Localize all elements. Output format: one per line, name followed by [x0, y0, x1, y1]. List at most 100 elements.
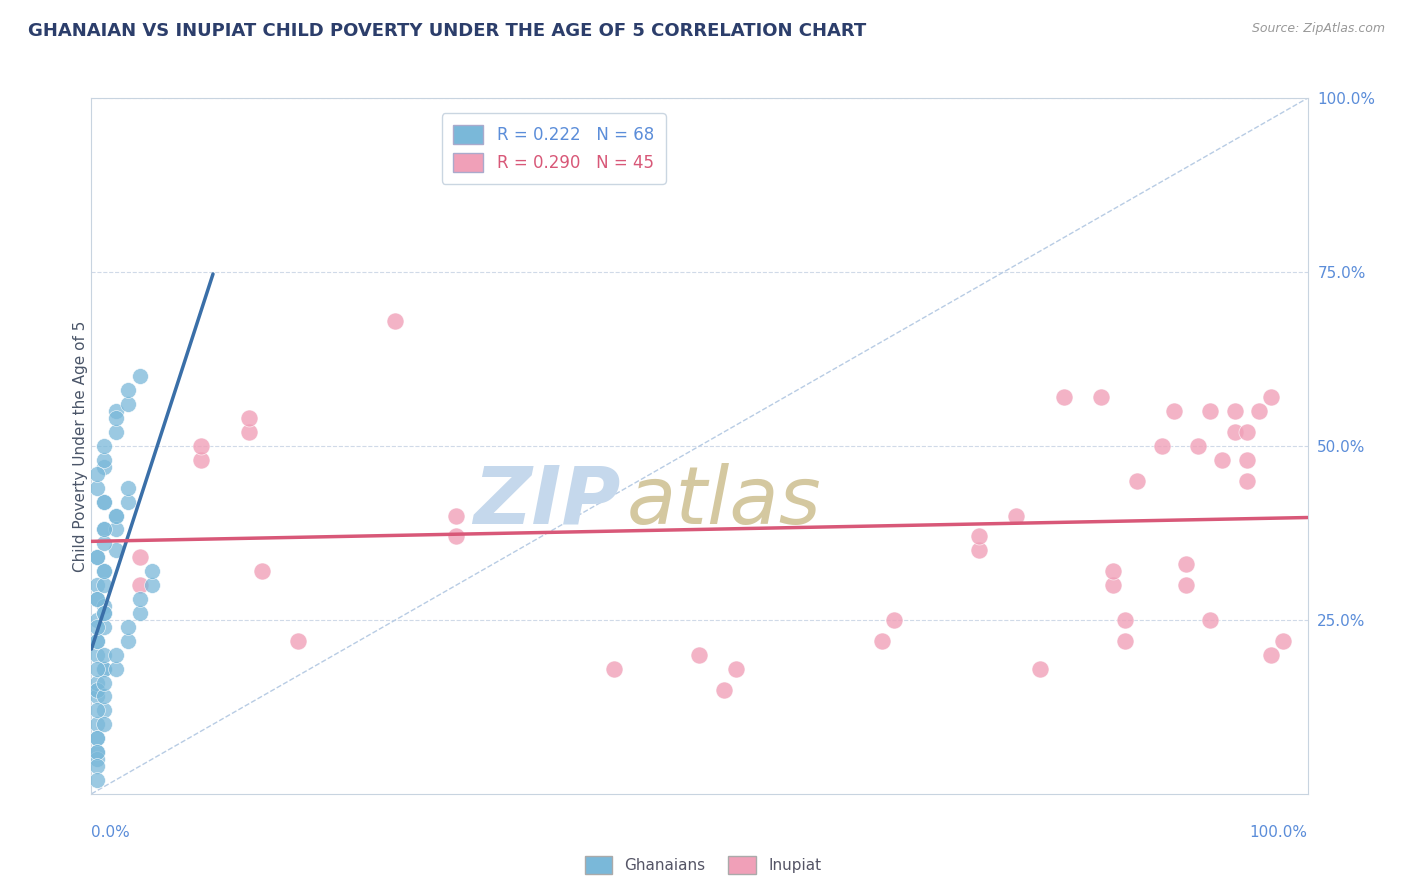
Point [1175, 578, 1198, 592]
Point [190, 439, 212, 453]
Point [93, 523, 115, 537]
Point [129, 592, 152, 607]
Point [104, 543, 127, 558]
Point [129, 578, 152, 592]
Point [141, 564, 163, 578]
Point [93, 453, 115, 467]
Point [287, 633, 309, 648]
Point [1090, 390, 1112, 404]
Point [93, 675, 115, 690]
Point [967, 529, 990, 543]
Point [883, 613, 905, 627]
Point [104, 411, 127, 425]
Point [1004, 508, 1026, 523]
Point [117, 633, 139, 648]
Point [93, 662, 115, 676]
Point [1247, 404, 1270, 418]
Point [1102, 578, 1125, 592]
Point [1236, 425, 1258, 439]
Text: Source: ZipAtlas.com: Source: ZipAtlas.com [1251, 22, 1385, 36]
Point [86, 690, 108, 704]
Point [86, 703, 108, 717]
Point [1187, 439, 1209, 453]
Point [1236, 474, 1258, 488]
Point [86, 675, 108, 690]
Point [86, 662, 108, 676]
Point [93, 606, 115, 620]
Point [93, 494, 115, 508]
Point [1126, 474, 1149, 488]
Point [1223, 404, 1246, 418]
Point [93, 494, 115, 508]
Point [444, 529, 467, 543]
Point [1211, 453, 1233, 467]
Point [713, 682, 735, 697]
Point [1029, 662, 1052, 676]
Point [93, 459, 115, 474]
Point [870, 633, 893, 648]
Point [86, 682, 108, 697]
Point [104, 508, 127, 523]
Point [104, 662, 127, 676]
Point [86, 467, 108, 481]
Point [129, 550, 152, 565]
Point [117, 384, 139, 398]
Point [1199, 404, 1222, 418]
Point [86, 633, 108, 648]
Point [86, 613, 108, 627]
Point [384, 314, 406, 328]
Point [93, 703, 115, 717]
Point [129, 369, 152, 384]
Point [117, 397, 139, 411]
Point [86, 772, 108, 787]
Point [1260, 648, 1282, 662]
Point [93, 578, 115, 592]
Point [1175, 558, 1198, 572]
Point [86, 578, 108, 592]
Point [86, 717, 108, 731]
Point [238, 425, 260, 439]
Point [117, 481, 139, 495]
Point [1102, 564, 1125, 578]
Text: atlas: atlas [627, 463, 821, 541]
Point [1260, 390, 1282, 404]
Text: ZIP: ZIP [472, 463, 620, 541]
Point [117, 494, 139, 508]
Point [86, 731, 108, 746]
Point [93, 648, 115, 662]
Point [190, 453, 212, 467]
Point [1053, 390, 1076, 404]
Point [1199, 613, 1222, 627]
Point [104, 508, 127, 523]
Point [104, 404, 127, 418]
Point [1163, 404, 1185, 418]
Point [104, 523, 127, 537]
Point [86, 759, 108, 773]
Point [967, 543, 990, 558]
Legend: Ghanaians, Inupiat: Ghanaians, Inupiat [579, 850, 827, 880]
Point [141, 578, 163, 592]
Point [93, 620, 115, 634]
Point [93, 564, 115, 578]
Point [86, 752, 108, 766]
Point [250, 564, 273, 578]
Point [93, 717, 115, 731]
Point [86, 592, 108, 607]
Point [93, 564, 115, 578]
Point [93, 599, 115, 613]
Text: 100.0%: 100.0% [1250, 825, 1308, 840]
Point [1114, 613, 1136, 627]
Text: 0.0%: 0.0% [91, 825, 131, 840]
Point [86, 731, 108, 746]
Point [444, 508, 467, 523]
Point [86, 620, 108, 634]
Point [86, 481, 108, 495]
Point [238, 411, 260, 425]
Point [86, 633, 108, 648]
Point [104, 648, 127, 662]
Point [86, 648, 108, 662]
Point [1236, 453, 1258, 467]
Point [1223, 425, 1246, 439]
Point [104, 425, 127, 439]
Legend: R = 0.222   N = 68, R = 0.290   N = 45: R = 0.222 N = 68, R = 0.290 N = 45 [441, 113, 665, 184]
